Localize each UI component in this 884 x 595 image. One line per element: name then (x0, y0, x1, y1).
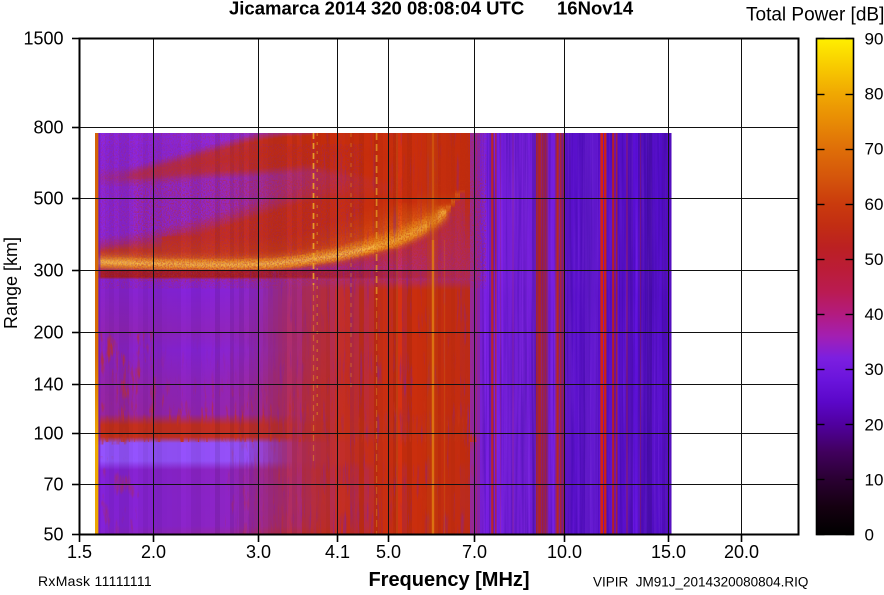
svg-text:20: 20 (865, 415, 884, 434)
svg-text:100: 100 (33, 424, 63, 444)
svg-text:0: 0 (865, 526, 874, 545)
svg-text:2.0: 2.0 (141, 542, 166, 562)
svg-text:5.0: 5.0 (376, 542, 401, 562)
svg-text:RxMask 11111111: RxMask 11111111 (38, 573, 152, 589)
svg-text:140: 140 (33, 375, 63, 395)
svg-text:Range [km]: Range [km] (1, 237, 21, 329)
svg-text:80: 80 (865, 85, 884, 104)
svg-text:60: 60 (865, 195, 884, 214)
svg-text:16Nov14: 16Nov14 (557, 0, 634, 19)
svg-text:3.0: 3.0 (246, 542, 271, 562)
svg-text:50: 50 (43, 525, 63, 545)
svg-text:200: 200 (33, 323, 63, 343)
svg-text:Frequency [MHz]: Frequency [MHz] (368, 569, 529, 591)
svg-text:20.0: 20.0 (724, 542, 759, 562)
svg-text:1.5: 1.5 (67, 542, 92, 562)
svg-text:40: 40 (865, 305, 884, 324)
svg-text:7.0: 7.0 (462, 542, 487, 562)
svg-text:15.0: 15.0 (651, 542, 686, 562)
svg-text:50: 50 (865, 250, 884, 269)
svg-text:300: 300 (33, 261, 63, 281)
svg-text:800: 800 (33, 118, 63, 138)
svg-text:Jicamarca 2014 320 08:08:04 UT: Jicamarca 2014 320 08:08:04 UTC (229, 0, 524, 19)
svg-text:10: 10 (865, 470, 884, 489)
svg-text:1500: 1500 (23, 29, 63, 49)
svg-text:30: 30 (865, 360, 884, 379)
svg-text:10.0: 10.0 (547, 542, 582, 562)
svg-text:Total Power [dB]: Total Power [dB] (746, 5, 884, 26)
svg-text:70: 70 (43, 475, 63, 495)
svg-text:500: 500 (33, 189, 63, 209)
svg-text:4.1: 4.1 (325, 542, 350, 562)
svg-text:70: 70 (865, 140, 884, 159)
svg-text:90: 90 (865, 30, 884, 49)
svg-text:VIPIR JM91J_2014320080804.RIQ: VIPIR JM91J_2014320080804.RIQ (593, 575, 808, 590)
